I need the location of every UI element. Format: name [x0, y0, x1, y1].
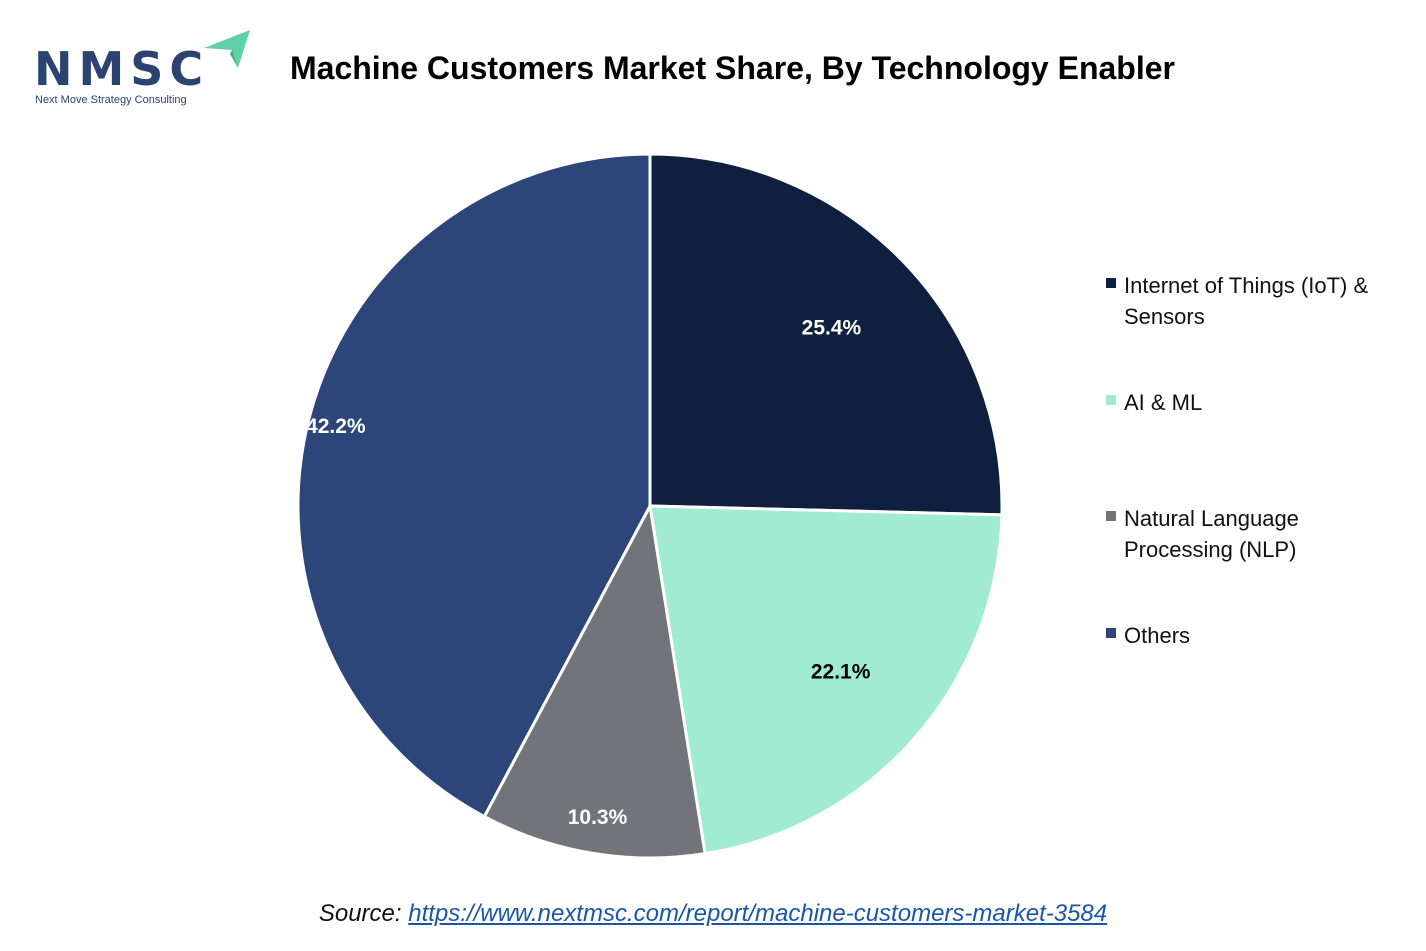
data-label-ai-ml: 22.1%	[811, 661, 871, 684]
data-label-iot-sensors: 25.4%	[802, 317, 862, 340]
legend-swatch	[1106, 628, 1116, 638]
pie-slice-ai-ml	[648, 504, 1004, 856]
logo-text: NMSC	[34, 42, 210, 96]
legend-label: AI & ML	[1124, 390, 1203, 415]
pie-slice-nlp	[482, 501, 707, 860]
pie-slice-iot-sensors	[648, 152, 1004, 517]
source-link[interactable]: https://www.nextmsc.com/report/machine-c…	[408, 900, 1108, 927]
legend-swatch	[1106, 511, 1116, 521]
legend-swatch	[1106, 395, 1116, 405]
logo: NMSC Next Move Strategy Consulting	[34, 30, 250, 110]
source-prefix: Source:	[318, 900, 409, 927]
legend-label: Others	[1124, 623, 1191, 648]
legend-swatch	[1106, 278, 1116, 288]
legend-item-ai-ml: AI & ML	[1106, 387, 1394, 418]
logo-arrow-icon	[204, 30, 250, 68]
data-label-others: 42.2%	[306, 415, 366, 438]
logo-subtitle: Next Move Strategy Consulting	[35, 94, 187, 106]
legend-item-nlp: Natural Language Processing (NLP)	[1106, 503, 1394, 565]
legend-label: Natural Language Processing (NLP)	[1124, 506, 1299, 562]
source-line: Source: https://www.nextmsc.com/report/m…	[0, 900, 1426, 928]
chart-title: Machine Customers Market Share, By Techn…	[290, 50, 1175, 86]
legend-item-iot-sensors: Internet of Things (IoT) & Sensors	[1106, 270, 1394, 332]
legend-item-others: Others	[1106, 620, 1394, 651]
pie-chart: 25.4% 22.1% 10.3% 42.2%	[296, 152, 1004, 860]
data-label-nlp: 10.3%	[568, 806, 628, 829]
legend-label: Internet of Things (IoT) & Sensors	[1124, 273, 1369, 329]
pie-slice-others	[296, 152, 652, 819]
